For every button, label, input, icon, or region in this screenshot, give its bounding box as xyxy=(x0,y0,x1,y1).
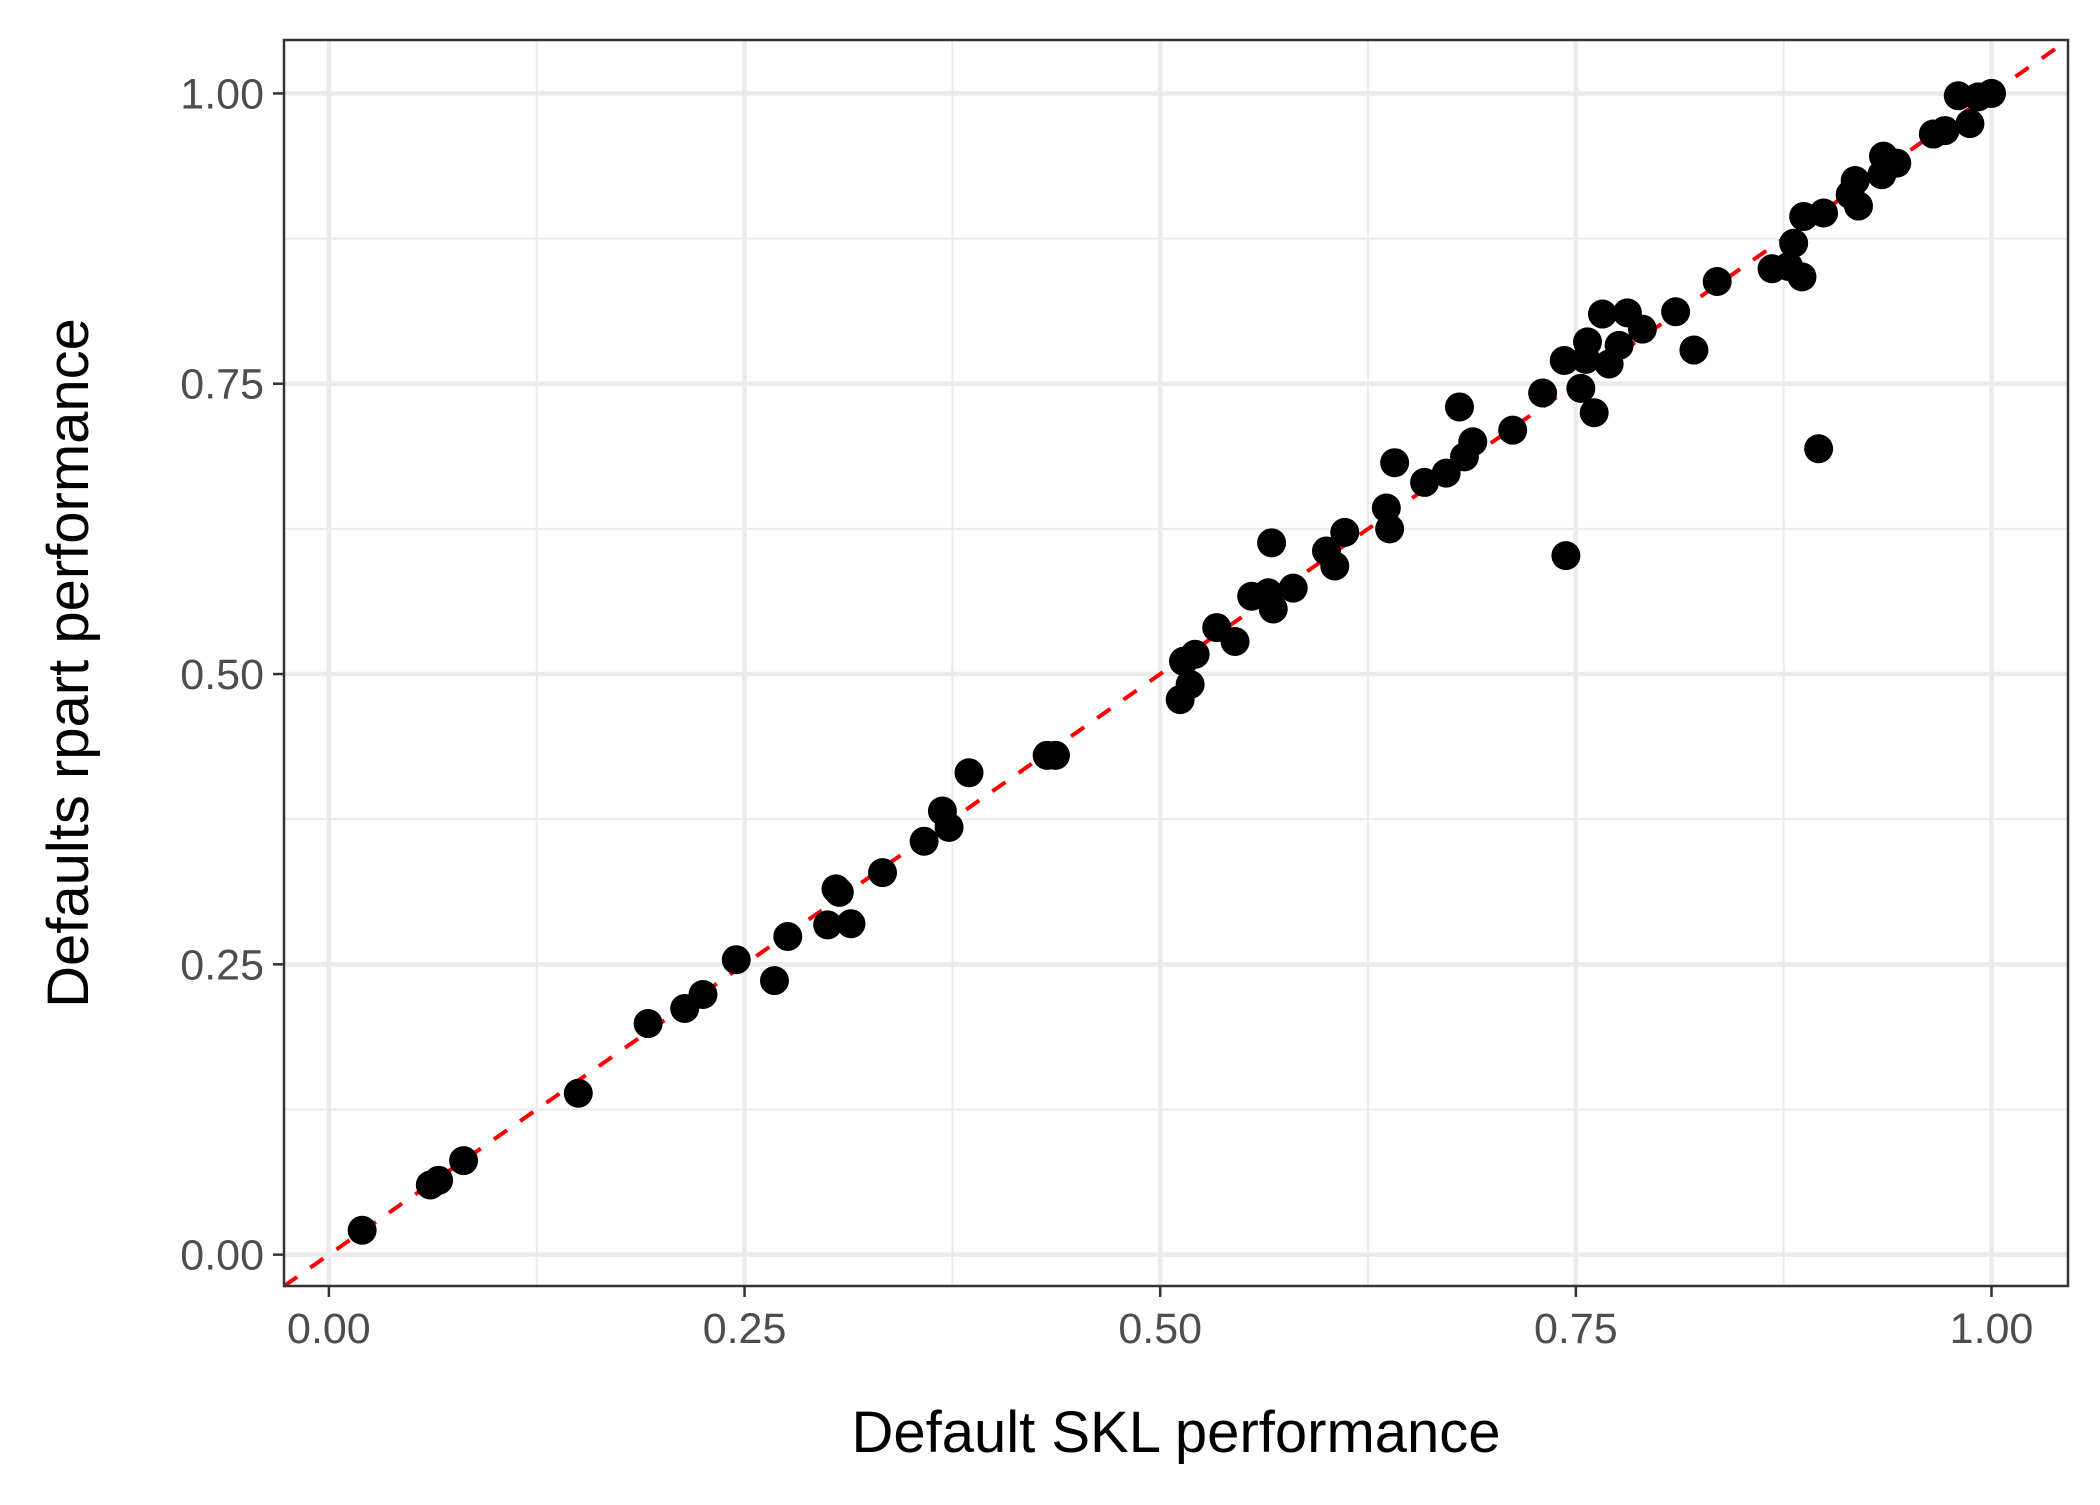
y-tick-label: 0.25 xyxy=(180,941,264,989)
data-point xyxy=(1580,398,1609,427)
data-point xyxy=(1458,427,1487,456)
data-point xyxy=(1844,192,1873,221)
data-point xyxy=(1566,374,1595,403)
data-point xyxy=(1787,262,1816,291)
data-point xyxy=(1703,267,1732,296)
x-tick-label: 0.25 xyxy=(703,1305,787,1353)
data-point xyxy=(722,945,751,974)
data-point xyxy=(868,858,897,887)
x-tick-label: 0.75 xyxy=(1534,1305,1618,1353)
data-point xyxy=(836,909,865,938)
data-point xyxy=(424,1166,453,1195)
data-point xyxy=(1380,448,1409,477)
data-point xyxy=(1176,670,1205,699)
data-point xyxy=(1257,528,1286,557)
y-axis-title: Defaults rpart performance xyxy=(36,318,101,1008)
y-tick-label: 0.50 xyxy=(180,651,264,699)
data-point xyxy=(1679,336,1708,365)
x-axis-title: Default SKL performance xyxy=(851,1400,1500,1465)
data-point xyxy=(1375,514,1404,543)
data-point xyxy=(825,878,854,907)
data-point xyxy=(1445,392,1474,421)
y-tick-label: 1.00 xyxy=(180,70,264,118)
data-point xyxy=(564,1079,593,1108)
data-point xyxy=(935,813,964,842)
x-tick-label: 0.00 xyxy=(287,1305,371,1353)
data-point xyxy=(1628,315,1657,344)
data-point xyxy=(1573,327,1602,356)
data-point xyxy=(449,1146,478,1175)
x-tick-label: 1.00 xyxy=(1950,1305,2034,1353)
data-point xyxy=(1930,116,1959,145)
data-point xyxy=(1181,640,1210,669)
y-tick-label: 0.75 xyxy=(180,361,264,409)
y-tick-label: 0.00 xyxy=(180,1232,264,1280)
data-point xyxy=(1528,379,1557,408)
data-point xyxy=(1330,518,1359,547)
data-point xyxy=(1041,741,1070,770)
data-point xyxy=(1221,627,1250,656)
data-point xyxy=(910,827,939,856)
data-point xyxy=(1320,552,1349,581)
data-point xyxy=(773,922,802,951)
data-point xyxy=(688,980,717,1009)
data-point xyxy=(1661,297,1690,326)
data-point xyxy=(1955,109,1984,138)
data-point xyxy=(1551,541,1580,570)
data-point xyxy=(1779,229,1808,258)
data-point xyxy=(348,1216,377,1245)
data-point xyxy=(1498,416,1527,445)
x-tick-label: 0.50 xyxy=(1118,1305,1202,1353)
data-point xyxy=(1279,574,1308,603)
data-point xyxy=(1809,199,1838,228)
data-point xyxy=(760,966,789,995)
data-point xyxy=(1259,595,1288,624)
data-point xyxy=(634,1009,663,1038)
data-point xyxy=(1804,434,1833,463)
data-point xyxy=(1977,79,2006,108)
data-point xyxy=(1588,300,1617,329)
data-point xyxy=(1841,166,1870,195)
data-point xyxy=(1882,149,1911,178)
data-point xyxy=(955,758,984,787)
